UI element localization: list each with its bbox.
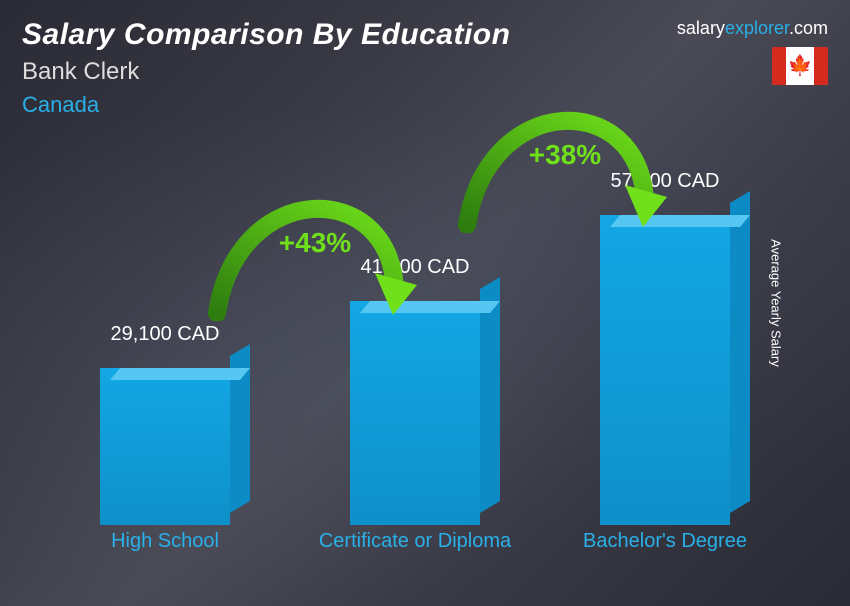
main-title: Salary Comparison By Education — [22, 18, 510, 52]
bar-front — [600, 215, 730, 525]
bar-top — [110, 368, 250, 380]
increase-pct-label: +43% — [279, 227, 351, 259]
brand-accent: explorer — [725, 18, 789, 38]
brand-suffix: .com — [789, 18, 828, 38]
country-label: Canada — [22, 92, 510, 118]
bar — [350, 301, 480, 525]
increase-arrow: +38% — [455, 103, 675, 233]
bar-category-label: Bachelor's Degree — [555, 525, 775, 581]
bar-category-label: High School — [55, 525, 275, 581]
brand-logo: salaryexplorer.com — [677, 18, 828, 39]
bar-side — [730, 191, 750, 513]
brand-flag-block: salaryexplorer.com 🍁 — [677, 18, 828, 85]
subtitle: Bank Clerk — [22, 58, 510, 86]
bar-value-label: 29,100 CAD — [65, 323, 265, 346]
header: Salary Comparison By Education Bank Cler… — [22, 18, 828, 118]
salary-bar-chart: 29,100 CADHigh School41,700 CADCertifica… — [70, 131, 790, 581]
increase-pct-label: +38% — [529, 139, 601, 171]
increase-arrow: +43% — [205, 191, 425, 321]
bar — [600, 215, 730, 525]
bar — [100, 368, 230, 525]
bar-front — [100, 368, 230, 525]
brand-prefix: salary — [677, 18, 725, 38]
flag-icon: 🍁 — [772, 47, 828, 85]
bar-front — [350, 301, 480, 525]
maple-leaf-icon: 🍁 — [788, 56, 813, 76]
bar-category-label: Certificate or Diploma — [305, 525, 525, 581]
title-block: Salary Comparison By Education Bank Cler… — [22, 18, 510, 118]
